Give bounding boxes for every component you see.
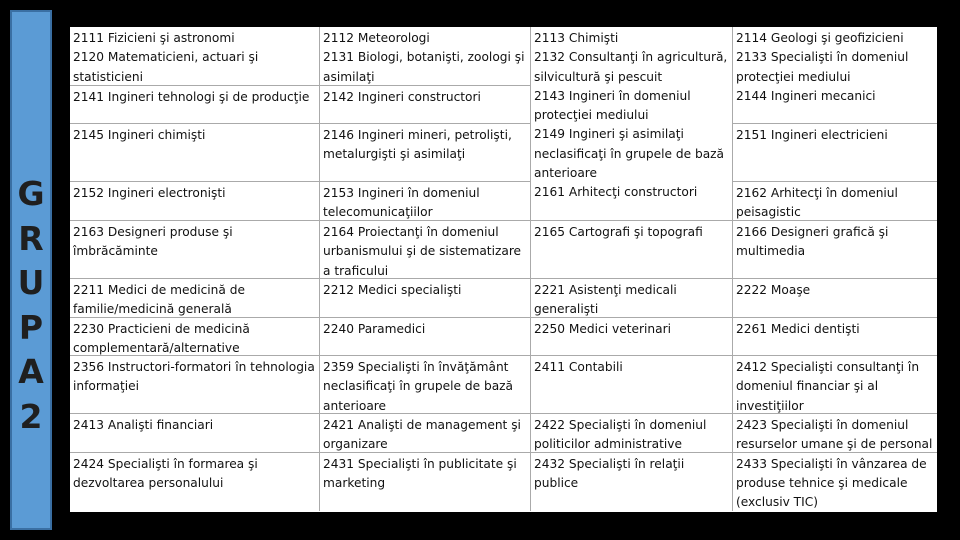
table-cell: 2164 Proiectanţi în domeniul urbanismulu… bbox=[320, 221, 531, 279]
table-cell: 2230 Practicieni de medicină complementa… bbox=[70, 317, 320, 356]
table-cell: 2141 Ingineri tehnologi şi de producţie bbox=[70, 85, 320, 124]
table-cell: 2212 Medici specialişti bbox=[320, 279, 531, 318]
group-letter: R bbox=[18, 218, 44, 258]
table-cell: 2142 Ingineri constructori bbox=[320, 85, 531, 124]
table-cell: 2221 Asistenţi medicali generalişti bbox=[531, 279, 733, 318]
occupations-table: 2111 Fizicieni şi astronomi 2120 Matemat… bbox=[70, 27, 937, 512]
group-number: 2 bbox=[19, 396, 43, 436]
table-cell: 2165 Cartografi şi topografi bbox=[531, 221, 733, 279]
table-cell: 2432 Specialişti în relaţii publice bbox=[531, 452, 733, 511]
table-cell: 2151 Ingineri electricieni bbox=[733, 124, 937, 182]
table-cell: 2431 Specialişti în publicitate şi marke… bbox=[320, 452, 531, 511]
table-cell: 2240 Paramedici bbox=[320, 317, 531, 356]
table-cell: 2261 Medici dentişti bbox=[733, 318, 937, 356]
table-cell: 2146 Ingineri mineri, petrolişti, metalu… bbox=[320, 124, 531, 182]
group-letter: P bbox=[18, 307, 44, 347]
table-cell: 2166 Designeri grafică şi multimedia bbox=[733, 221, 937, 279]
table-cell: 2250 Medici veterinari bbox=[531, 317, 733, 356]
table-cell: 2423 Specialişti în domeniul resurselor … bbox=[733, 414, 937, 453]
group-label: G R U P A 2 bbox=[12, 172, 50, 439]
group-letter: A bbox=[18, 352, 44, 391]
group-letter: U bbox=[17, 263, 45, 302]
table-cell: 2114 Geologi şi geofizicieni 2133 Specia… bbox=[733, 27, 937, 124]
table-cell: 2112 Meteorologi 2131 Biologi, botanişti… bbox=[320, 27, 531, 86]
table-cell: 2359 Specialişti în învăţământ neclasifi… bbox=[320, 356, 531, 414]
table-cell: 2162 Arhitecţi în domeniul peisagistic bbox=[733, 182, 937, 221]
table-cell: 2152 Ingineri electronişti bbox=[70, 182, 320, 221]
table-cell: 2111 Fizicieni şi astronomi 2120 Matemat… bbox=[70, 27, 320, 86]
table-cell: 2153 Ingineri în domeniul telecomunicaţi… bbox=[320, 182, 531, 221]
group-letter: G bbox=[17, 174, 45, 213]
group-sidebar: G R U P A 2 bbox=[10, 10, 52, 530]
table-cell: 2356 Instructori-formatori în tehnologia… bbox=[70, 356, 320, 414]
table-cell: 2424 Specialişti în formarea şi dezvolta… bbox=[70, 452, 320, 511]
table-cell: 2113 Chimişti 2132 Consultanţi în agricu… bbox=[531, 27, 733, 221]
table-cell: 2411 Contabili bbox=[531, 356, 733, 414]
table-cell: 2412 Specialişti consultanţi în domeniul… bbox=[733, 356, 937, 414]
table-cell: 2433 Specialişti în vânzarea de produse … bbox=[736, 456, 927, 510]
table-cell: 2145 Ingineri chimişti bbox=[70, 124, 320, 182]
table-cell: 2222 Moaşe bbox=[733, 279, 937, 318]
table-cell: 2413 Analişti financiari bbox=[70, 414, 320, 453]
table-cell: 2211 Medici de medicină de familie/medic… bbox=[70, 279, 320, 318]
table-cell: 2422 Specialişti în domeniul politicilor… bbox=[531, 414, 733, 453]
table-cell: 2163 Designeri produse şi îmbrăcăminte bbox=[70, 221, 320, 279]
table-cell: 2421 Analişti de management şi organizar… bbox=[320, 414, 531, 453]
